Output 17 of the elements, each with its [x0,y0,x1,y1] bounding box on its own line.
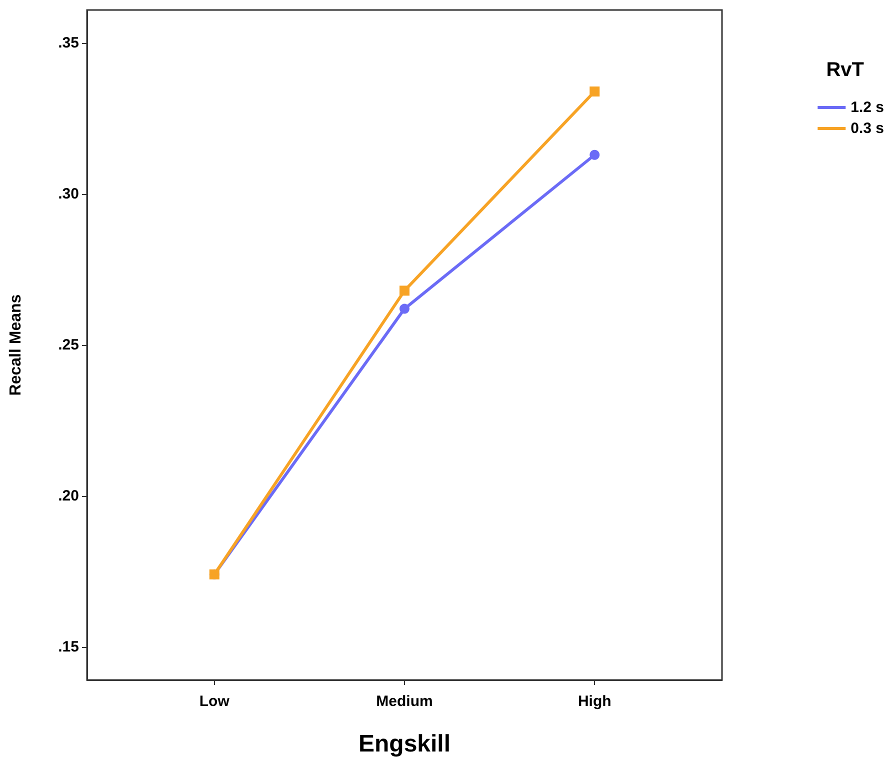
legend-title: RvT [826,59,864,81]
y-tick-label: .20 [58,487,79,504]
point [590,86,600,96]
point [590,150,600,160]
y-tick-label: .25 [58,336,79,354]
y-tick-label: .35 [58,34,79,52]
legend-label: 1.2 s [850,99,884,116]
legend-label: 0.3 s [850,120,884,137]
x-axis-title: Engskill [358,730,451,758]
y-tick-label: .15 [58,638,79,656]
point [400,304,410,314]
x-tick-label: Medium [376,693,433,710]
point [400,286,410,296]
y-tick-label: .30 [58,186,79,203]
x-tick-label: High [578,693,612,710]
x-tick-label: Low [199,693,230,710]
y-axis-title: Recall Means [8,294,24,396]
